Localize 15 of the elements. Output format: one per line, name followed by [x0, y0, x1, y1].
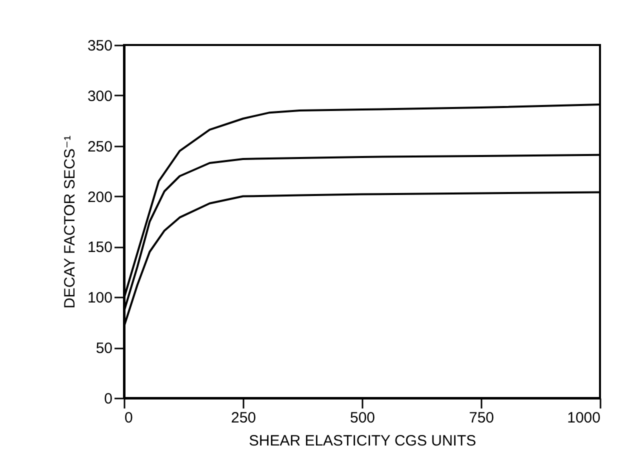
x-tick-label: 250 [230, 410, 256, 426]
y-tick-label: 200 [87, 188, 112, 206]
x-axis-title: SHEAR ELASTICITY CGS UNITS [248, 432, 476, 449]
x-tick-label: 750 [468, 410, 494, 426]
y-tick-label: 150 [87, 239, 112, 256]
x-tick-label: 1000 [567, 410, 600, 426]
y-tick-label: 300 [87, 88, 112, 105]
y-tick-label: 350 [87, 38, 112, 54]
y-tick-label: 100 [87, 290, 112, 307]
x-tick-label: 0 [124, 410, 133, 426]
y-axis-title: DECAY FACTOR SECS⁻¹ [61, 136, 78, 308]
x-tick-label: 500 [350, 410, 376, 426]
y-tick-label: 0 [104, 390, 112, 408]
y-tick-label: 250 [87, 138, 112, 156]
y-tick-label: 50 [96, 340, 112, 358]
